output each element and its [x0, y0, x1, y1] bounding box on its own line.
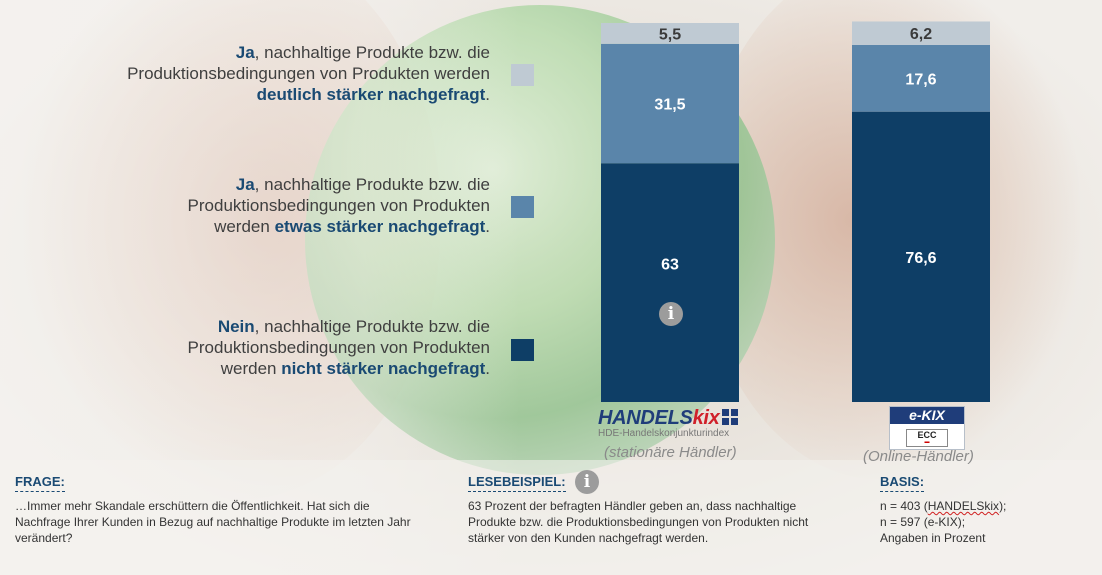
- ekix-logo-name: e-KIX: [890, 407, 964, 424]
- legend-swatch-etwas: [511, 196, 534, 218]
- handelskix-subtitle: HDE-Handelskonjunkturindex: [598, 428, 730, 439]
- ekix-logo: e-KIX ECC ▬: [889, 406, 965, 450]
- handelskix-squares-icon: [722, 409, 739, 425]
- info-icon[interactable]: i: [659, 302, 683, 326]
- legend-item-nicht: Nein, nachhaltige Produkte bzw. die Prod…: [187, 317, 490, 378]
- data-label-2-1: 76,6: [905, 250, 936, 267]
- bar-segment-2-2: [852, 44, 990, 112]
- legend-item-deutlich: Ja, nachhaltige Produkte bzw. die Produk…: [127, 43, 490, 104]
- legend-swatch-deutlich: [511, 64, 534, 86]
- basis-heading: BASIS:: [880, 474, 925, 492]
- data-label-1-3: 5,5: [659, 26, 681, 43]
- basis-text: n = 403 (HANDELSkix); n = 597 (e-KIX); A…: [880, 499, 1007, 545]
- bar-segment-1-1: [601, 163, 739, 402]
- handelskix-logo: HANDELSkix HDE-Handelskonjunkturindex: [598, 407, 748, 439]
- category-caption-online: (Online-Händler): [863, 448, 974, 465]
- data-label-2-2: 17,6: [905, 71, 936, 88]
- frage-text: …Immer mehr Skandale erschüttern die Öff…: [15, 499, 411, 545]
- bar-segment-1-3: [601, 23, 739, 44]
- legend-item-etwas: Ja, nachhaltige Produkte bzw. die Produk…: [187, 175, 490, 236]
- lesebeispiel-text: 63 Prozent der befragten Händler geben a…: [468, 499, 809, 545]
- legend-swatch-nicht: [511, 339, 534, 361]
- info-icon-small[interactable]: i: [575, 470, 599, 494]
- frage-heading: FRAGE:: [15, 474, 65, 492]
- bar-segment-2-3: [852, 21, 990, 45]
- data-label-2-3: 6,2: [910, 26, 932, 43]
- ecc-badge: ECC ▬: [906, 429, 948, 447]
- lesebeispiel-heading: LESEBEISPIEL:: [468, 474, 566, 492]
- category-caption-stationaer: (stationäre Händler): [604, 444, 737, 461]
- data-label-1-2: 31,5: [654, 97, 685, 114]
- bar-segment-2-1: [852, 111, 990, 402]
- data-label-1-1: 63: [661, 257, 679, 274]
- bar-segment-1-2: [601, 43, 739, 164]
